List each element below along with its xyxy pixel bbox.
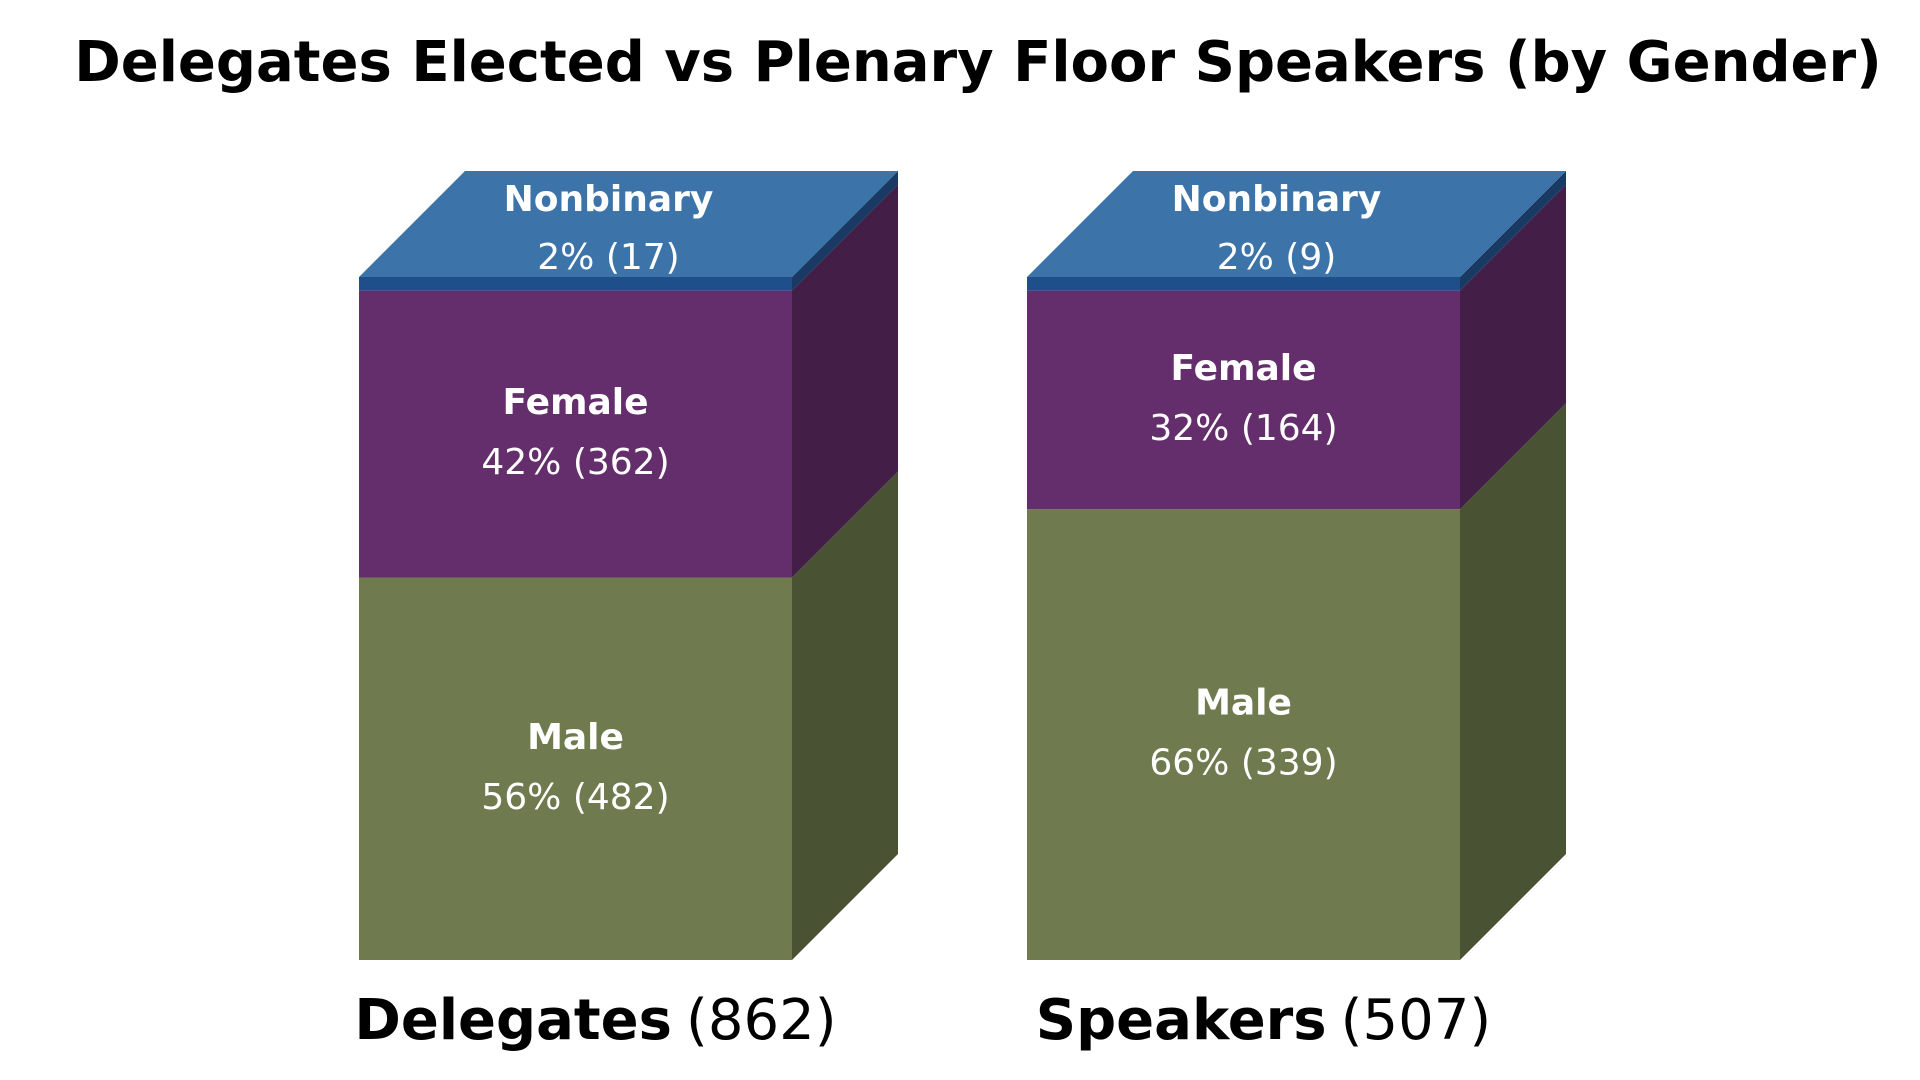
- value-label: 32% (164): [1149, 408, 1337, 449]
- category-label: Delegates (862): [354, 988, 836, 1053]
- chart-title: Delegates Elected vs Plenary Floor Speak…: [74, 30, 1882, 95]
- bar-segment: [359, 277, 792, 291]
- category-name: Delegates: [354, 988, 672, 1053]
- bar-side: [1460, 403, 1566, 961]
- bar-side: [792, 471, 898, 960]
- category-name: Speakers: [1036, 988, 1327, 1053]
- bar-segment: [359, 577, 792, 960]
- bar-segment: [1027, 509, 1460, 960]
- segment-name: Female: [1170, 348, 1316, 389]
- bar-side: [1460, 184, 1566, 510]
- value-label: 2% (17): [537, 237, 679, 278]
- bar-top: [359, 171, 898, 277]
- bar-segment: [1027, 277, 1460, 291]
- value-label: 2% (9): [1217, 237, 1337, 278]
- value-label: 42% (362): [481, 442, 669, 483]
- bar-side: [792, 171, 898, 291]
- segment-name: Nonbinary: [504, 179, 714, 220]
- category-label: Speakers (507): [1036, 988, 1491, 1053]
- value-label: 56% (482): [481, 777, 669, 818]
- bar-segment: [359, 290, 792, 578]
- bar-side: [1460, 171, 1566, 291]
- segment-name: Male: [527, 717, 624, 758]
- category-note: (862): [686, 988, 837, 1053]
- bar-top: [1027, 171, 1566, 277]
- bar-side: [792, 184, 898, 578]
- value-label: 66% (339): [1149, 743, 1337, 784]
- segment-name: Male: [1195, 683, 1292, 724]
- segment-name: Nonbinary: [1172, 179, 1382, 220]
- segment-name: Female: [502, 382, 648, 423]
- category-note: (507): [1341, 988, 1492, 1053]
- bar-segment: [1027, 290, 1460, 510]
